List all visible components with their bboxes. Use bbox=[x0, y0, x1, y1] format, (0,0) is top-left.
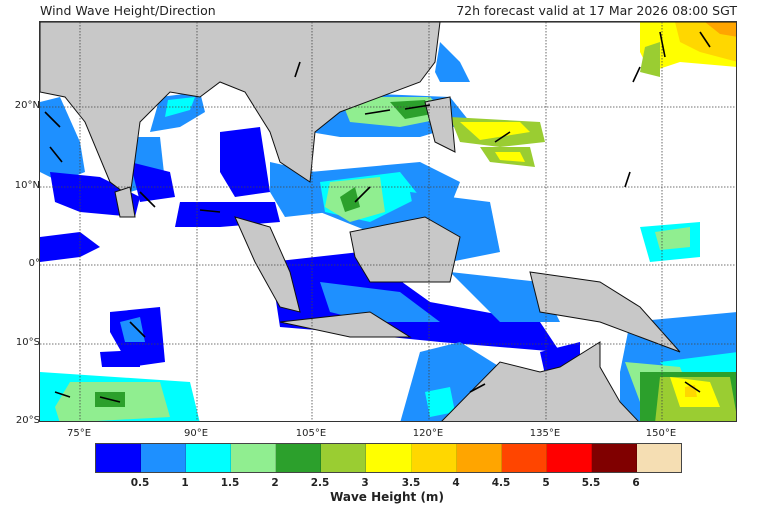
lon-label: 150°E bbox=[645, 428, 677, 439]
map-title: Wind Wave Height/Direction bbox=[40, 3, 216, 18]
lat-label: 20°S bbox=[15, 415, 40, 426]
colorbar-segment bbox=[276, 444, 322, 472]
colorbar-tick: 0.5 bbox=[130, 477, 150, 489]
colorbar-segment bbox=[231, 444, 277, 472]
colorbar-segment bbox=[546, 444, 592, 472]
map-canvas bbox=[40, 22, 736, 421]
colorbar-segment bbox=[366, 444, 412, 472]
lat-label: 10°N bbox=[14, 180, 40, 191]
wave-height-map bbox=[39, 21, 737, 422]
lon-label: 75°E bbox=[66, 428, 92, 439]
colorbar-tick: 2.5 bbox=[310, 477, 330, 489]
lon-label: 135°E bbox=[529, 428, 561, 439]
colorbar bbox=[95, 443, 682, 473]
colorbar-segment bbox=[591, 444, 637, 472]
colorbar-segment bbox=[141, 444, 187, 472]
colorbar-tick: 1.5 bbox=[220, 477, 240, 489]
colorbar-segment bbox=[456, 444, 502, 472]
graticule bbox=[40, 22, 736, 421]
colorbar-tick: 5.5 bbox=[581, 477, 601, 489]
colorbar-tick: 6 bbox=[632, 477, 640, 489]
colorbar-tick: 1 bbox=[181, 477, 189, 489]
colorbar-tick: 3 bbox=[361, 477, 369, 489]
colorbar-tick: 3.5 bbox=[401, 477, 421, 489]
colorbar-segment bbox=[96, 444, 142, 472]
colorbar-segment bbox=[321, 444, 367, 472]
colorbar-segment bbox=[636, 444, 682, 472]
lon-label: 90°E bbox=[183, 428, 209, 439]
colorbar-tick: 4 bbox=[452, 477, 460, 489]
colorbar-segment bbox=[411, 444, 457, 472]
lat-label: 10°S bbox=[15, 337, 40, 348]
colorbar-segment bbox=[501, 444, 547, 472]
lat-label: 0° bbox=[28, 258, 40, 269]
colorbar-label: Wave Height (m) bbox=[330, 490, 444, 504]
colorbar-segment bbox=[186, 444, 232, 472]
colorbar-tick: 2 bbox=[271, 477, 279, 489]
colorbar-tick: 4.5 bbox=[491, 477, 511, 489]
landmass bbox=[40, 22, 736, 421]
wind-direction-arrows bbox=[44, 31, 711, 403]
forecast-valid-time: 72h forecast valid at 17 Mar 2026 08:00 … bbox=[456, 3, 737, 18]
lon-label: 120°E bbox=[412, 428, 444, 439]
colorbar-tick: 5 bbox=[542, 477, 550, 489]
lon-label: 105°E bbox=[295, 428, 327, 439]
lat-label: 20°N bbox=[14, 100, 40, 111]
